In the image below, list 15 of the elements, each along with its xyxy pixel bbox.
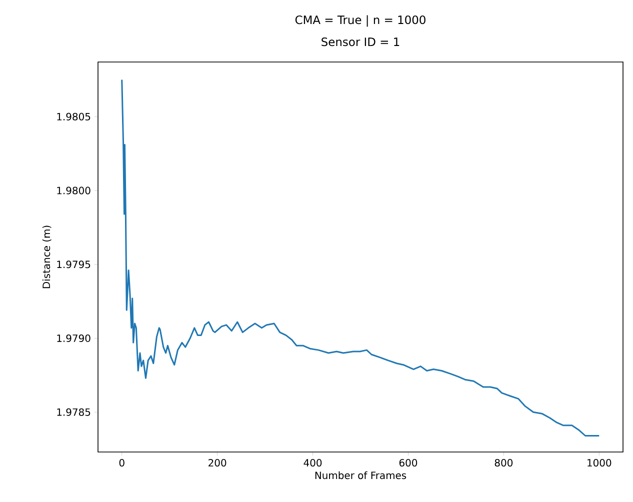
x-tick-label: 1000 <box>588 459 612 467</box>
chart-subtitle: Sensor ID = 1 <box>322 37 400 46</box>
x-tick-label: 400 <box>304 459 322 467</box>
y-tick-label: 1.9785 <box>57 408 90 416</box>
y-axis-title: Distance (m) <box>42 226 52 288</box>
x-tick-label: 0 <box>119 459 124 467</box>
chart-title: CMA = True | n = 1000 <box>295 15 426 27</box>
x-tick-label: 600 <box>399 459 418 467</box>
y-tick-label: 1.9800 <box>57 186 90 194</box>
y-tick-label: 1.9795 <box>57 260 90 268</box>
y-tick-label: 1.9790 <box>57 334 90 342</box>
x-tick-label: 800 <box>494 459 513 467</box>
x-axis-title: Number of Frames <box>315 471 406 480</box>
y-tick-label: 1.9805 <box>57 112 90 120</box>
x-tick-label: 200 <box>208 459 226 467</box>
